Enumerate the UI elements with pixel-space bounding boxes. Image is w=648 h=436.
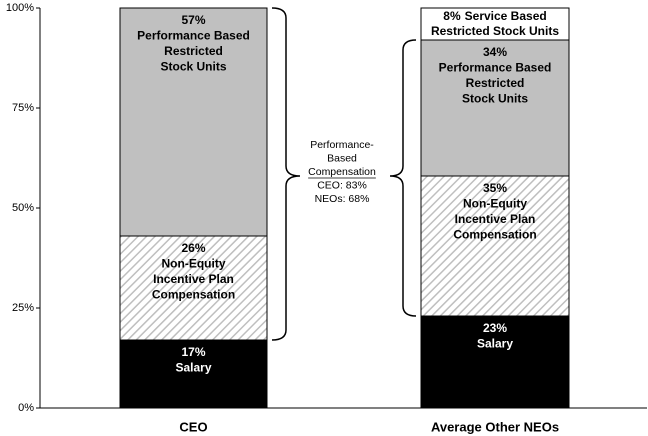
segment-label: Performance Based Restricted Stock Units bbox=[439, 61, 552, 106]
annotation: Compensation bbox=[308, 166, 376, 178]
brace bbox=[389, 39, 417, 317]
segment-label: Non-Equity Incentive Plan Compensation bbox=[152, 257, 235, 302]
segment-label: Non-Equity Incentive Plan Compensation bbox=[453, 197, 536, 242]
segment-value-label: 57% bbox=[181, 13, 205, 27]
x-tick-label: CEO bbox=[179, 419, 207, 434]
brace bbox=[271, 7, 301, 341]
segment-value-label: 35% bbox=[483, 181, 507, 195]
bar-segment bbox=[119, 339, 268, 409]
y-tick-label: 25% bbox=[12, 302, 34, 314]
annotation: Performance- bbox=[310, 139, 374, 151]
segment-label: Service Based Restricted Stock Units bbox=[431, 9, 559, 38]
x-tick-label: Average Other NEOs bbox=[431, 419, 559, 434]
segment-value-label: 17% bbox=[181, 345, 205, 359]
bar-segment bbox=[119, 235, 268, 341]
segment-label: Salary bbox=[477, 337, 513, 351]
y-tick-label: 50% bbox=[12, 202, 34, 214]
segment-label: Performance Based Restricted Stock Units bbox=[137, 29, 250, 74]
segment-value-label: 8% bbox=[443, 9, 461, 23]
y-tick-label: 75% bbox=[12, 102, 34, 114]
bar-segment bbox=[420, 7, 570, 41]
segment-label: Salary bbox=[175, 361, 211, 375]
segment-value-label: 23% bbox=[483, 321, 507, 335]
annotation: Based bbox=[327, 152, 357, 164]
bar-segment bbox=[420, 175, 570, 317]
annotation: CEO: 83% bbox=[317, 179, 367, 191]
segment-value-label: 34% bbox=[483, 45, 507, 59]
y-tick-label: 0% bbox=[18, 402, 34, 414]
segment-value-label: 26% bbox=[181, 241, 205, 255]
bar-segment bbox=[420, 39, 570, 177]
bar-segment bbox=[119, 7, 268, 237]
annotation: NEOs: 68% bbox=[315, 193, 370, 205]
y-tick-label: 100% bbox=[6, 2, 34, 14]
